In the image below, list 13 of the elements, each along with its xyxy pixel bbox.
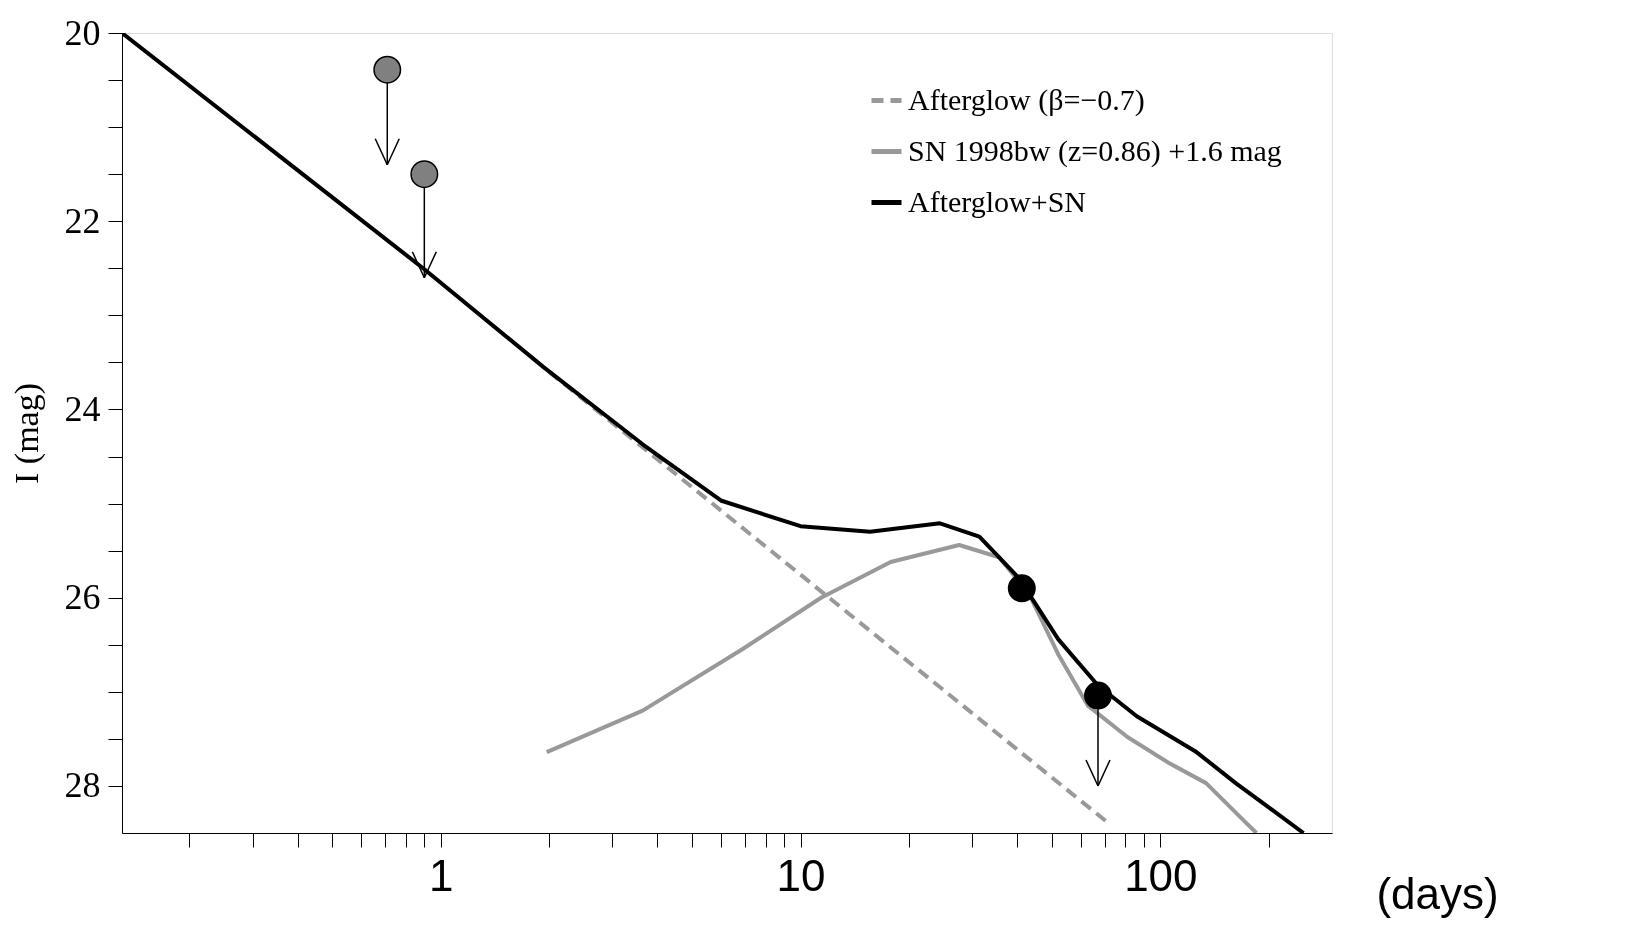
- y-tick-label: 28: [64, 765, 101, 806]
- legend-label: SN 1998bw (z=0.86) +1.6 mag: [908, 133, 1282, 168]
- y-tick-label: 22: [64, 200, 101, 241]
- x-tick-label: 1: [429, 850, 454, 900]
- y-tick-label: 24: [64, 388, 101, 429]
- legend-label: Afterglow (β=−0.7): [908, 82, 1145, 117]
- y-tick-label: 26: [64, 577, 101, 618]
- y-axis-title: I (mag): [7, 382, 46, 485]
- x-axis-title: (days): [1376, 868, 1499, 918]
- legend-label: Afterglow+SN: [908, 184, 1087, 218]
- x-tick-label: 10: [776, 850, 826, 900]
- x-tick-label: 100: [1124, 850, 1198, 900]
- y-tick-label: 20: [64, 12, 101, 53]
